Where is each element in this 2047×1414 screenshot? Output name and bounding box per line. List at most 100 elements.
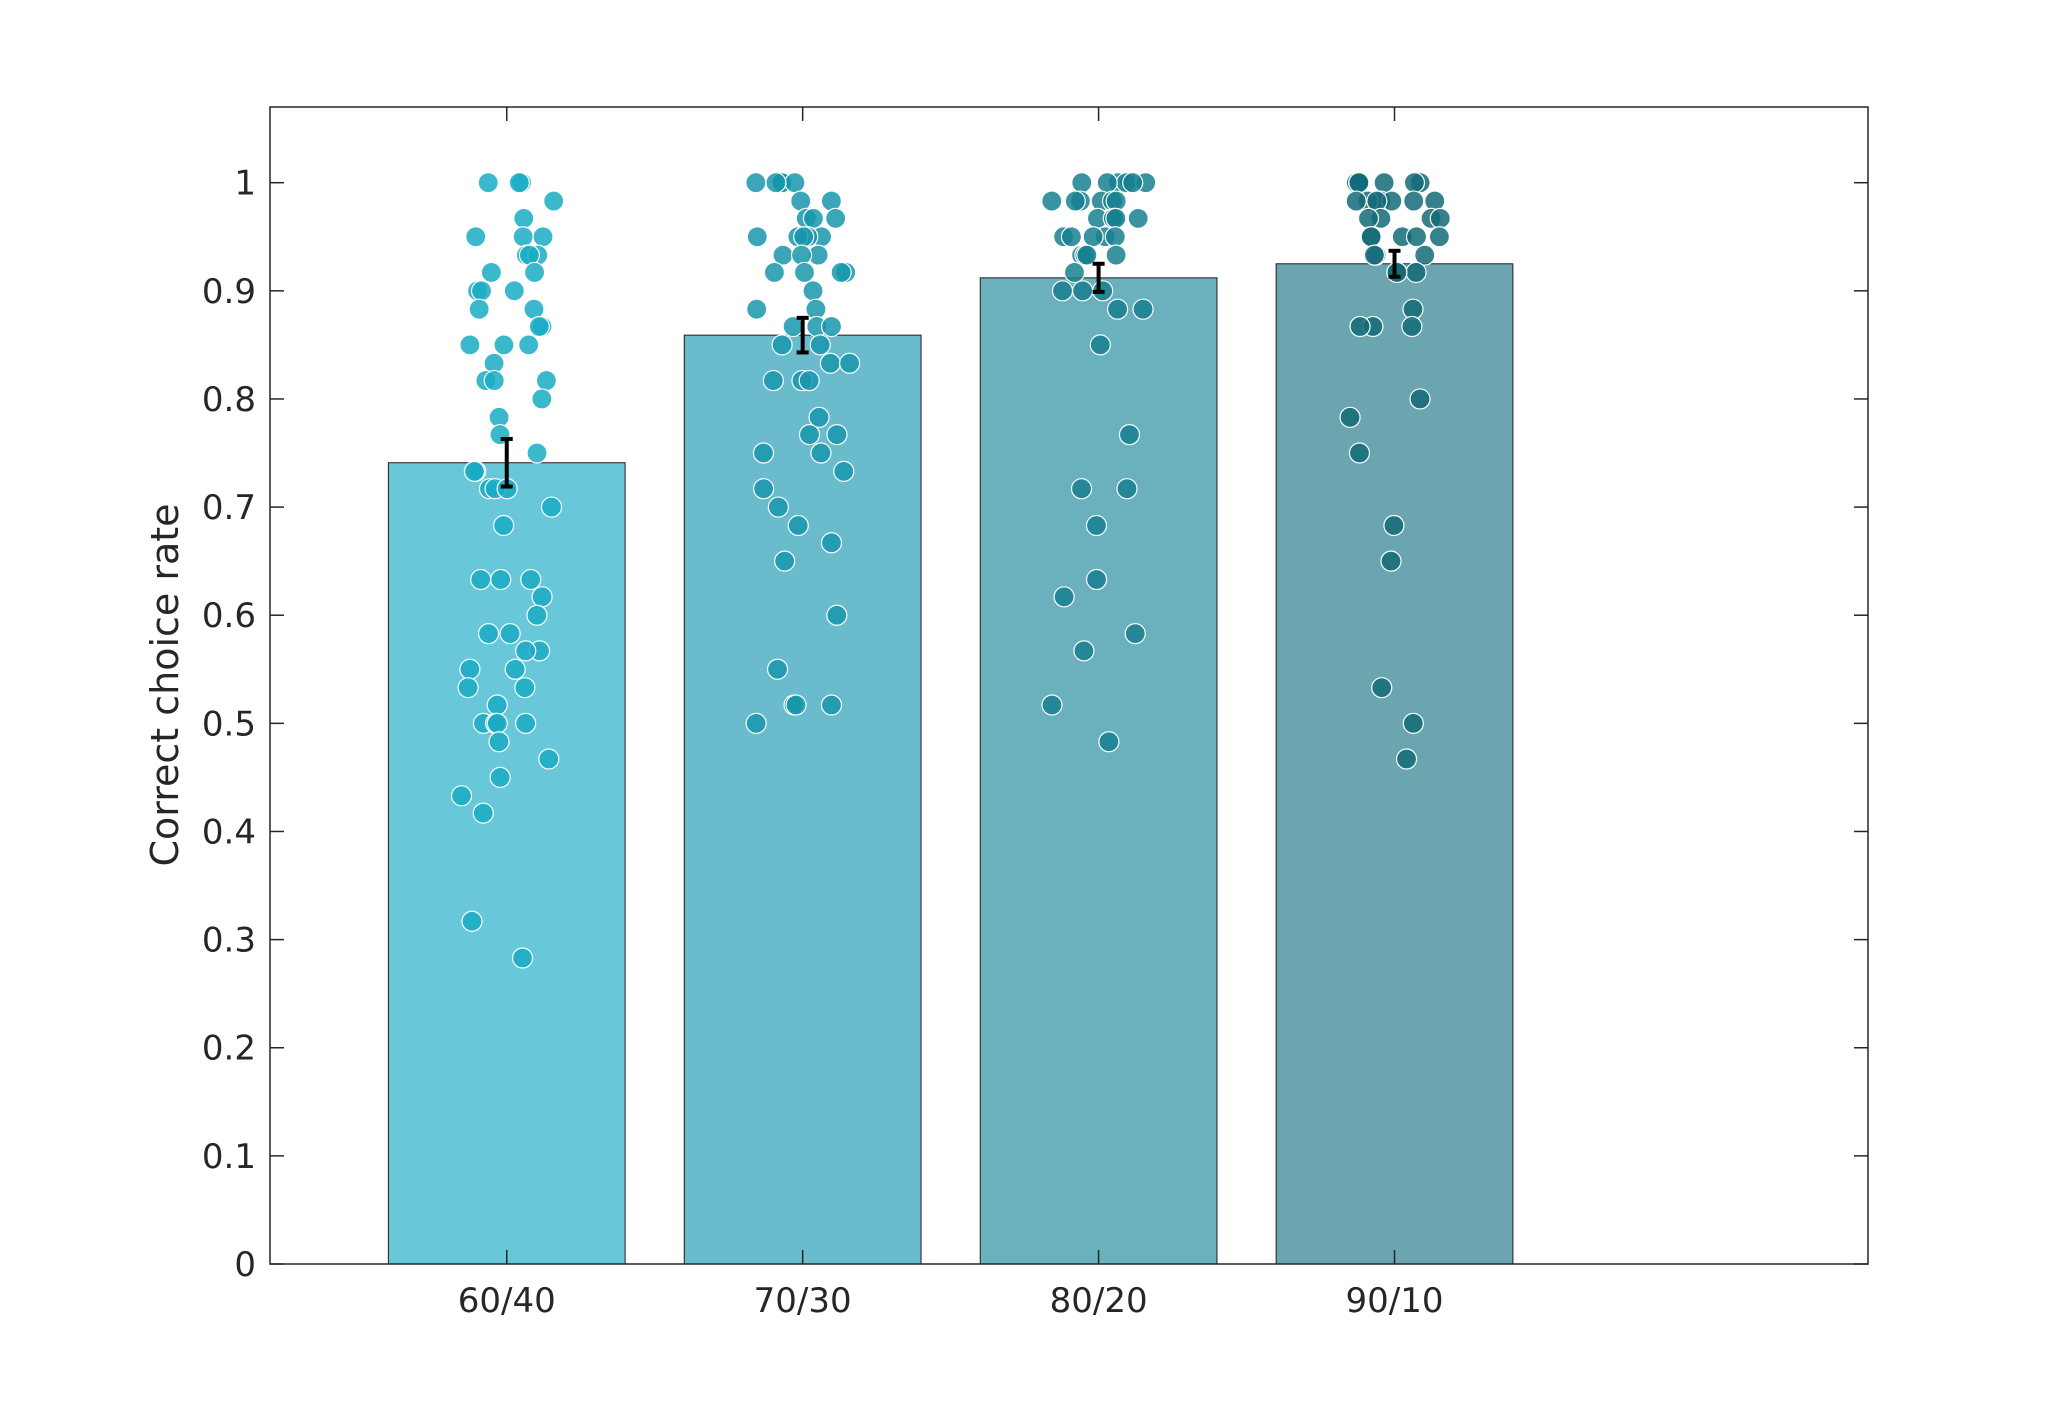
data-point bbox=[820, 190, 842, 212]
data-point bbox=[1070, 478, 1093, 500]
data-point bbox=[798, 424, 821, 446]
data-point bbox=[526, 604, 548, 626]
data-point bbox=[538, 748, 560, 770]
data-point bbox=[802, 207, 824, 229]
data-point bbox=[838, 352, 861, 374]
data-point bbox=[1403, 190, 1425, 212]
data-point bbox=[802, 280, 824, 302]
x-axis: 60/40 70/30 80/20 90/10 bbox=[458, 107, 1444, 1321]
data-point bbox=[830, 261, 852, 284]
data-point bbox=[1373, 172, 1395, 194]
data-point bbox=[1051, 280, 1074, 302]
x-tick-label: 80/20 bbox=[1050, 1281, 1148, 1321]
data-point bbox=[1383, 514, 1405, 537]
y-tick-label: 0.5 bbox=[202, 704, 256, 744]
data-point bbox=[486, 694, 508, 716]
bars-layer bbox=[387, 263, 1514, 1265]
data-point bbox=[531, 586, 553, 608]
data-point bbox=[808, 406, 830, 428]
data-point bbox=[1122, 172, 1144, 194]
points-layer bbox=[450, 172, 1451, 969]
data-point bbox=[512, 226, 534, 248]
data-point bbox=[745, 172, 767, 194]
data-point bbox=[820, 532, 843, 554]
data-point bbox=[488, 731, 510, 753]
y-tick-label: 0.1 bbox=[202, 1137, 256, 1177]
data-point bbox=[763, 261, 786, 284]
data-point bbox=[1076, 244, 1098, 266]
data-point bbox=[1085, 568, 1108, 591]
data-point bbox=[1414, 244, 1436, 266]
data-point bbox=[745, 712, 767, 734]
data-point bbox=[765, 172, 787, 194]
data-point bbox=[1428, 226, 1451, 248]
data-point bbox=[468, 298, 490, 320]
data-point bbox=[1401, 315, 1423, 338]
x-tick-label: 60/40 bbox=[458, 1281, 556, 1321]
data-point bbox=[1348, 442, 1371, 464]
bar-90-10 bbox=[1275, 263, 1514, 1265]
data-point bbox=[499, 622, 521, 645]
data-point bbox=[809, 334, 831, 356]
data-point bbox=[1395, 748, 1418, 770]
data-point bbox=[504, 658, 526, 680]
data-point bbox=[1357, 207, 1380, 229]
y-axis-title: Correct choice rate bbox=[143, 503, 187, 866]
data-point bbox=[833, 460, 855, 483]
data-point bbox=[1105, 244, 1127, 266]
data-point bbox=[1380, 550, 1402, 572]
data-point bbox=[793, 226, 815, 248]
data-point bbox=[746, 226, 768, 248]
data-point bbox=[1339, 406, 1361, 428]
data-point bbox=[820, 694, 843, 716]
data-point bbox=[459, 658, 481, 680]
data-point bbox=[1072, 280, 1094, 302]
data-point bbox=[825, 207, 847, 229]
data-point bbox=[457, 677, 479, 699]
data-point bbox=[1098, 731, 1120, 753]
data-point bbox=[535, 369, 557, 392]
data-point bbox=[470, 280, 493, 302]
data-point bbox=[767, 496, 789, 518]
data-point bbox=[798, 369, 820, 392]
data-point bbox=[526, 442, 548, 464]
data-point bbox=[1118, 424, 1141, 446]
data-point bbox=[508, 172, 530, 194]
data-point bbox=[766, 658, 789, 680]
data-point bbox=[1132, 298, 1154, 320]
y-tick-label: 0.9 bbox=[202, 272, 256, 312]
data-point bbox=[1429, 207, 1451, 229]
data-point bbox=[543, 190, 565, 212]
data-point bbox=[1082, 226, 1104, 248]
data-point bbox=[1116, 478, 1138, 500]
data-point bbox=[752, 442, 775, 464]
data-point bbox=[490, 568, 512, 591]
data-point bbox=[493, 514, 515, 537]
data-point bbox=[1106, 298, 1129, 320]
bar-70-30 bbox=[683, 334, 922, 1265]
y-tick-label: 0.8 bbox=[202, 380, 256, 420]
data-point bbox=[1089, 334, 1111, 356]
data-point bbox=[465, 226, 487, 248]
data-point bbox=[1409, 388, 1431, 410]
data-point bbox=[1085, 514, 1108, 537]
data-point bbox=[771, 334, 793, 356]
data-point bbox=[1363, 244, 1385, 266]
data-point bbox=[1405, 261, 1427, 284]
data-point bbox=[477, 622, 500, 645]
data-point bbox=[1104, 226, 1126, 248]
y-axis: 0 0.1 0.2 0.3 0.4 0.5 0.6 0.7 0.8 0.9 1 bbox=[202, 164, 1868, 1285]
data-point bbox=[1349, 315, 1371, 338]
y-tick-label: 0.4 bbox=[202, 812, 256, 852]
data-point bbox=[787, 514, 809, 537]
data-point bbox=[520, 568, 542, 591]
bar-80-20 bbox=[979, 277, 1218, 1265]
data-point bbox=[493, 334, 515, 356]
data-point bbox=[540, 496, 563, 518]
data-point bbox=[1073, 640, 1095, 662]
data-point bbox=[1371, 677, 1393, 699]
data-point bbox=[1345, 190, 1367, 212]
data-point bbox=[486, 712, 508, 734]
